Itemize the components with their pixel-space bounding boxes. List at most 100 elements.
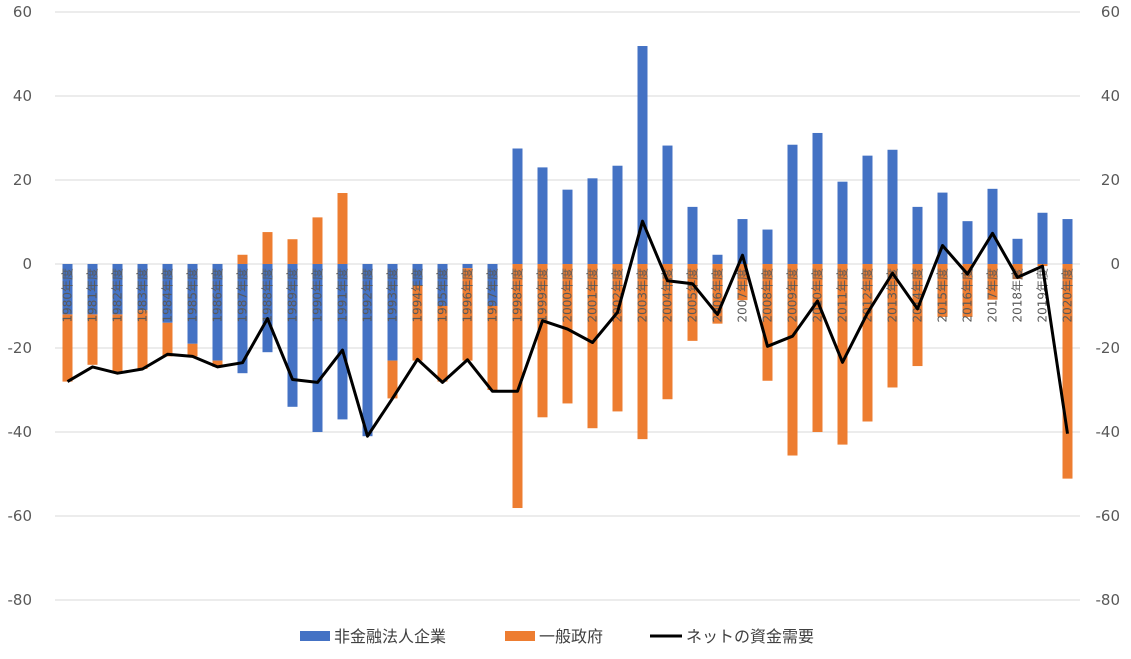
bar-corporate-34 [912, 206, 923, 264]
bar-corporate-21 [587, 178, 598, 264]
x-tick-label: 2014年度 [910, 268, 925, 323]
x-tick-label: 2015年度 [935, 268, 950, 323]
bar-corporate-27 [737, 219, 748, 264]
bar-corporate-2 [112, 264, 123, 315]
bar-corporate-22 [612, 165, 623, 264]
y-tick-label-left: -40 [8, 423, 33, 441]
x-tick-label: 2009年度 [785, 268, 800, 323]
bar-corporate-24 [662, 145, 673, 264]
legend-swatch [505, 631, 535, 641]
bar-corporate-0 [62, 264, 73, 315]
x-tick-label: 2007年度 [735, 268, 750, 323]
x-tick-label: 1985年度 [185, 268, 200, 323]
x-tick-label: 1988年度 [260, 268, 275, 323]
bar-corporate-9 [287, 264, 298, 407]
bar-corporate-8 [262, 264, 273, 353]
x-tick-label: 1986年度 [210, 268, 225, 323]
bar-corporate-4 [162, 264, 173, 323]
legend-item-corporate: 非金融法人企業 [300, 627, 446, 646]
y-tick-label-right: 40 [1101, 87, 1120, 105]
bar-corporate-31 [837, 181, 848, 264]
bar-government-37 [987, 264, 998, 300]
bar-government-30 [812, 264, 823, 432]
x-axis-labels: 1980年度 1981年度 1982年度 1983年度 1984年度 1985年度 1986… [60, 268, 1075, 323]
bar-corporate-19 [537, 167, 548, 264]
y-tick-label-left: -80 [8, 591, 33, 609]
legend-label: 非金融法人企業 [334, 627, 446, 646]
bar-corporate-37 [987, 188, 998, 264]
x-tick-label: 2005年度 [685, 268, 700, 323]
bar-corporate-39 [1037, 212, 1048, 264]
y-tick-label-left: -20 [8, 339, 33, 357]
bar-corporate-17 [487, 264, 498, 306]
x-tick-label: 1982年度 [110, 268, 125, 323]
bar-corporate-5 [187, 264, 198, 344]
bar-government-22 [612, 264, 623, 412]
bar-government-1 [87, 314, 98, 365]
x-tick-label: 2002年度 [610, 268, 625, 323]
bar-government-27 [737, 264, 748, 301]
line-series [66, 219, 1069, 438]
bar-corporate-18 [512, 148, 523, 264]
x-tick-label: 1992年度 [360, 268, 375, 323]
x-tick-label: 1998年度 [510, 268, 525, 323]
bar-government-11 [337, 193, 348, 264]
bar-corporate-14 [412, 264, 423, 285]
bar-corporate-29 [787, 144, 798, 264]
y-tick-label-left: -60 [8, 507, 33, 525]
bar-government-8 [262, 232, 273, 264]
bar-government-15 [437, 306, 448, 382]
x-tick-label: 1993年度 [385, 268, 400, 323]
x-tick-label: 1980年度 [60, 268, 75, 323]
bar-government-6 [212, 360, 223, 367]
bar-government-31 [837, 264, 848, 445]
bar-government-21 [587, 264, 598, 429]
bar-corporate-40 [1062, 219, 1073, 264]
bar-government-7 [237, 254, 248, 264]
x-tick-label: 1989年度 [285, 268, 300, 323]
bar-government-17 [487, 306, 498, 390]
bar-government-23 [637, 264, 648, 440]
bar-corporate-20 [562, 189, 573, 264]
x-tick-label: 1995年度 [435, 268, 450, 323]
bar-corporate-15 [437, 264, 448, 306]
bar-corporate-3 [137, 264, 148, 311]
bar-corporate-10 [312, 264, 323, 432]
y-tick-label-left: 0 [22, 255, 32, 273]
net-demand-line [66, 219, 1069, 438]
x-tick-label: 2011年度 [835, 268, 850, 323]
bar-government-29 [787, 264, 798, 456]
legend-label: ネットの資金需要 [686, 627, 814, 646]
bar-corporate-12 [362, 264, 373, 437]
bar-government-18 [512, 264, 523, 509]
bar-corporate-26 [712, 254, 723, 264]
y-tick-label-right: 0 [1110, 255, 1120, 273]
y-tick-label-left: 60 [13, 3, 32, 21]
x-tick-label: 1981年度 [85, 268, 100, 323]
x-tick-label: 2008年度 [760, 268, 775, 323]
x-tick-label: 2003年度 [635, 268, 650, 323]
bar-government-2 [112, 314, 123, 374]
x-tick-label: 1984年度 [160, 268, 175, 323]
bar-corporate-36 [962, 221, 973, 264]
bar-government-38 [1012, 264, 1023, 280]
y-tick-label-right: -60 [1096, 507, 1121, 525]
bar-government-13 [387, 360, 398, 399]
y-tick-label-left: 20 [13, 171, 32, 189]
x-tick-label: 2001年度 [585, 268, 600, 323]
bar-government-32 [862, 264, 873, 422]
bar-corporate-11 [337, 264, 348, 420]
bar-corporate-6 [212, 264, 223, 361]
y-tick-label-right: 60 [1101, 3, 1120, 21]
bar-corporate-25 [687, 206, 698, 264]
bar-corporate-1 [87, 264, 98, 315]
bar-series [62, 46, 1073, 509]
bar-corporate-32 [862, 155, 873, 264]
x-tick-label: 1987年度 [235, 268, 250, 323]
legend-item-government: 一般政府 [505, 627, 603, 646]
x-tick-label: 1999年度 [535, 268, 550, 323]
bar-government-20 [562, 264, 573, 404]
y-axis-left: 60 40 20 0 -20 -40 -60 -80 [8, 3, 33, 609]
bar-corporate-16 [462, 264, 473, 269]
